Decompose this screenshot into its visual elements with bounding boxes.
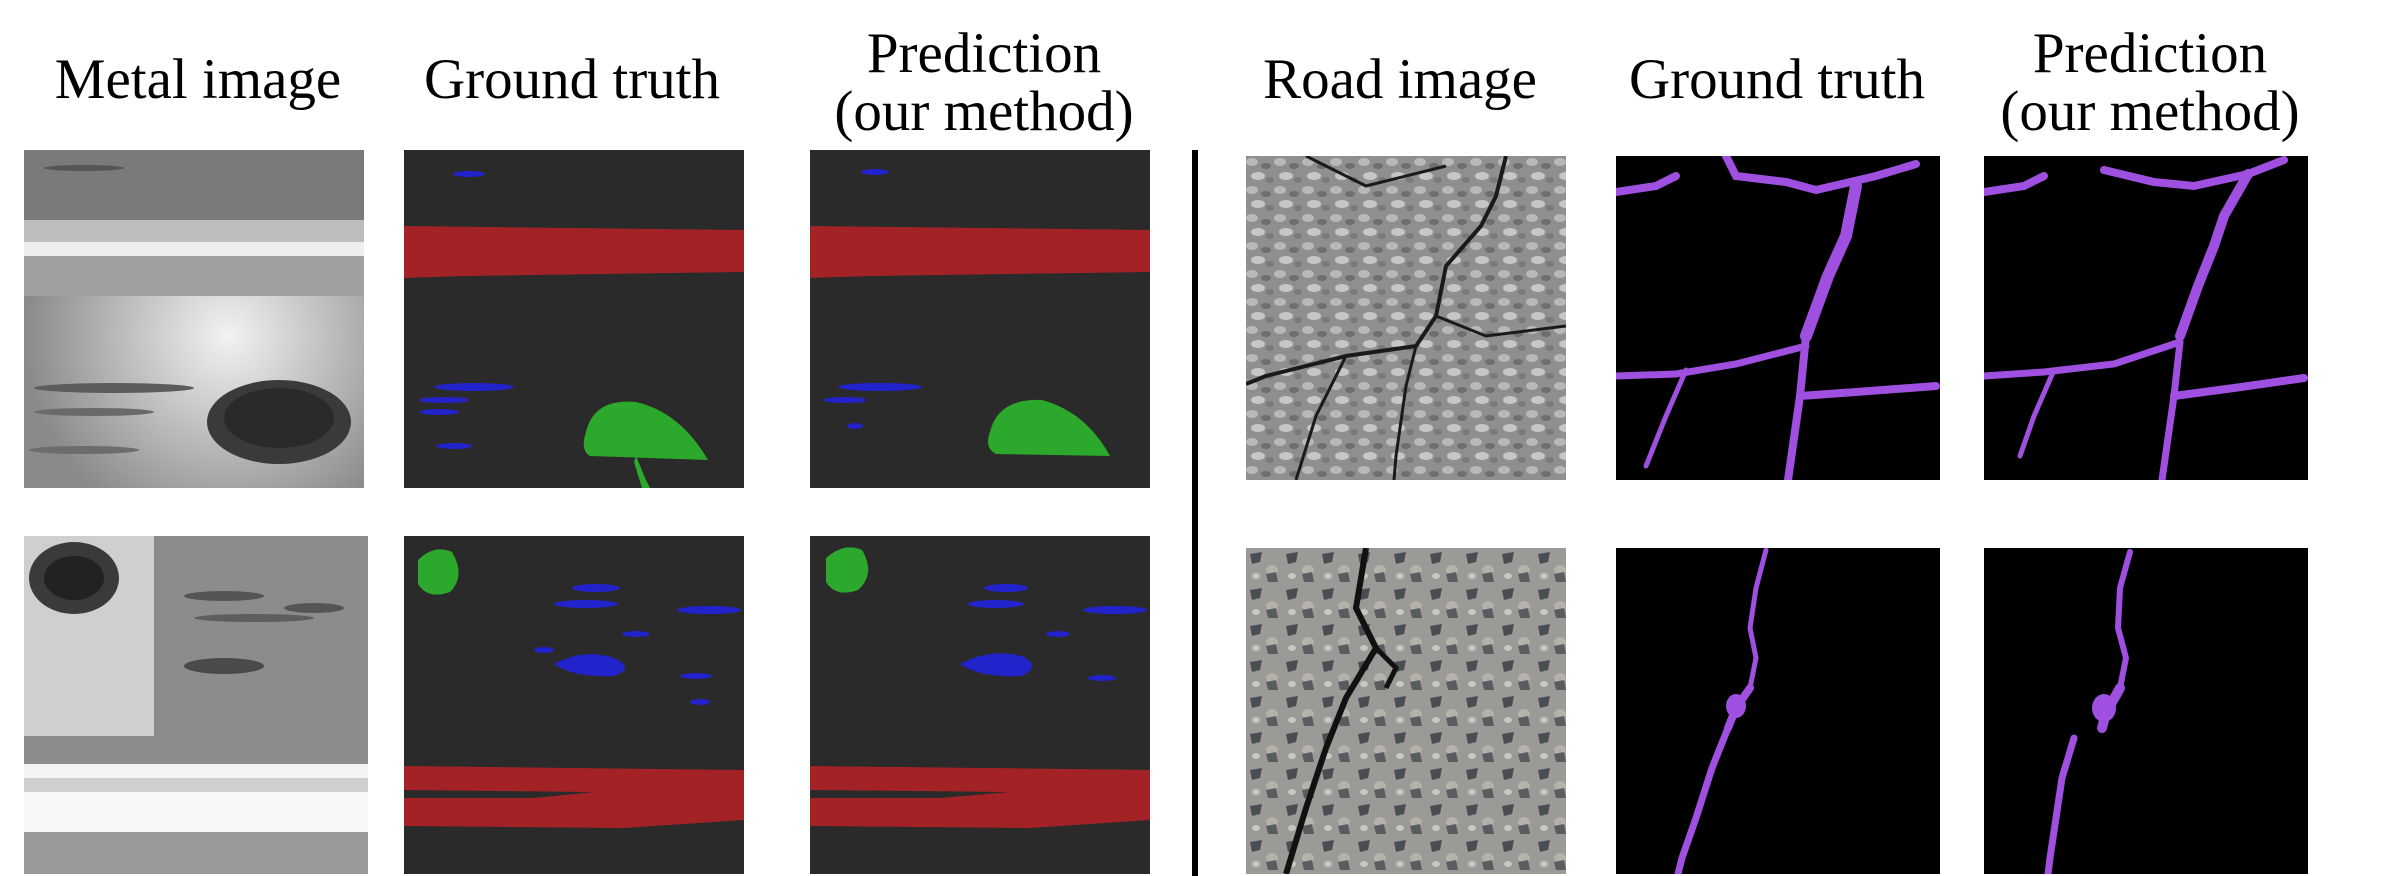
road-prediction-1 (1984, 156, 2308, 480)
road-ground-truth-header: Ground truth (1628, 48, 1926, 111)
metal-image-2 (24, 536, 368, 874)
metal-prediction-2 (810, 536, 1150, 874)
road-ground-truth-2 (1616, 548, 1940, 874)
metal-prediction-header-line1: Prediction (866, 22, 1102, 85)
section-divider (1192, 150, 1198, 876)
metal-ground-truth-header: Ground truth (423, 48, 721, 111)
road-ground-truth-1 (1616, 156, 1940, 480)
road-image-header: Road image (1263, 48, 1537, 111)
road-image-1 (1246, 156, 1566, 480)
road-prediction-header-line1: Prediction (2032, 22, 2268, 85)
metal-ground-truth-2 (404, 536, 744, 874)
metal-image-header: Metal image (54, 48, 342, 111)
metal-image-1 (24, 150, 364, 488)
road-prediction-2 (1984, 548, 2308, 874)
metal-prediction-header-line2: (our method) (834, 80, 1134, 143)
road-image-2 (1246, 548, 1566, 874)
road-prediction-header-line2: (our method) (2000, 80, 2300, 143)
metal-prediction-1 (810, 150, 1150, 488)
metal-ground-truth-1 (404, 150, 744, 488)
